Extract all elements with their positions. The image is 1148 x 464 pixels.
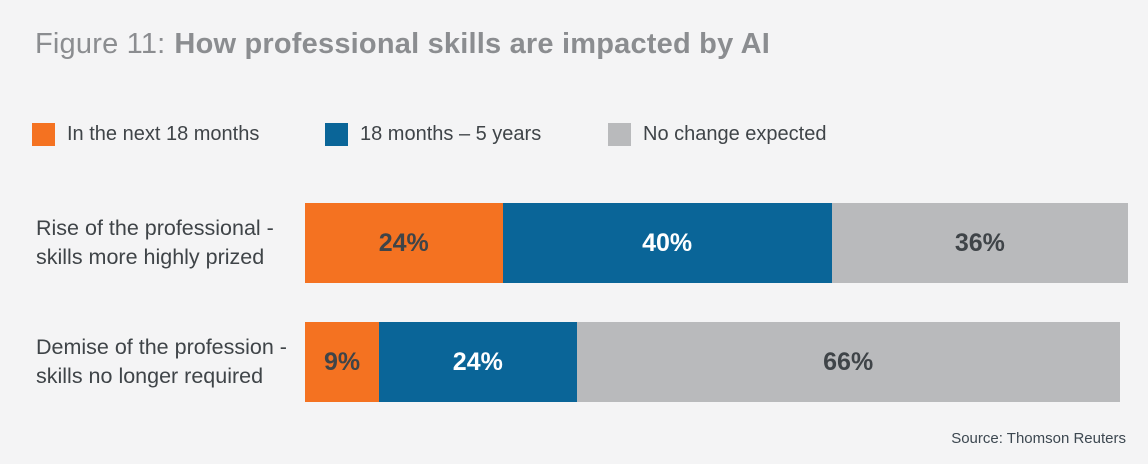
bar-segment: 24%: [379, 322, 577, 402]
stacked-bar-chart: Rise of the professional - skills more hi…: [0, 203, 1148, 441]
figure-title-text: How professional skills are impacted by …: [174, 28, 770, 60]
category-label: Rise of the professional - skills more hi…: [36, 216, 274, 269]
gray-swatch-icon: [608, 122, 631, 146]
bar-segment: 66%: [576, 322, 1120, 402]
orange-swatch-icon: [32, 122, 55, 146]
figure-number: Figure 11:: [35, 28, 166, 60]
legend-label: No change expected: [643, 122, 827, 145]
legend: In the next 18 months 18 months – 5 year…: [0, 121, 1148, 147]
stacked-bar: 24% 40% 36%: [305, 203, 1128, 283]
blue-swatch-icon: [325, 122, 348, 146]
chart-row: Rise of the professional - skills more hi…: [0, 203, 1148, 283]
bar-segment: 9%: [305, 322, 380, 402]
source-attribution: Source: Thomson Reuters: [951, 430, 1126, 447]
bar-segment: 36%: [831, 203, 1128, 283]
chart-row: Demise of the profession - skills no long…: [0, 322, 1148, 402]
bar-segment: 24%: [305, 203, 503, 283]
legend-label: In the next 18 months: [67, 122, 260, 145]
figure-title: Figure 11: How professional skills are im…: [35, 28, 770, 61]
bar-segment: 40%: [502, 203, 832, 283]
category-label: Demise of the profession - skills no long…: [36, 335, 287, 388]
legend-label: 18 months – 5 years: [360, 122, 542, 145]
stacked-bar: 9% 24% 66%: [305, 322, 1128, 402]
legend-item-no-change: No change expected: [608, 121, 826, 147]
legend-item-next-18-months: In the next 18 months: [32, 121, 259, 147]
legend-item-18-months-5-years: 18 months – 5 years: [325, 121, 541, 147]
